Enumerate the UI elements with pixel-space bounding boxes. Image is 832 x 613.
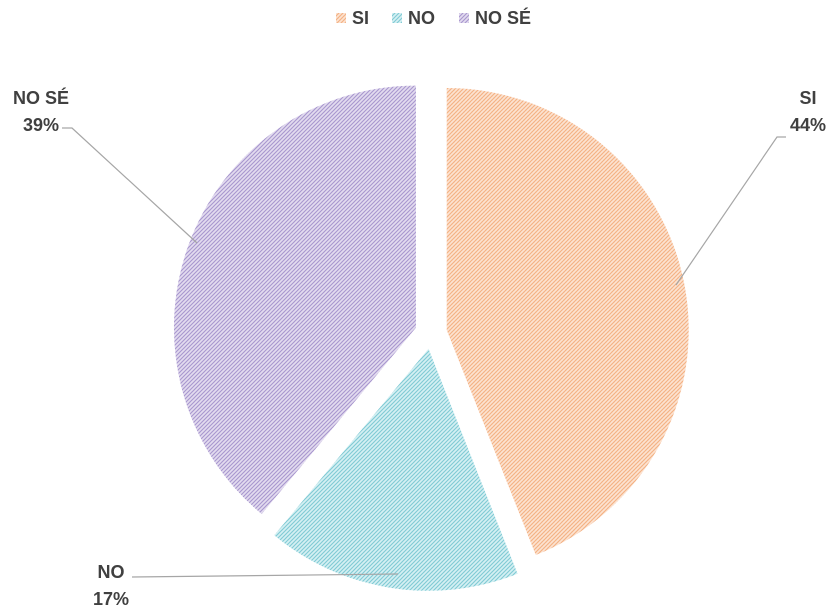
data-label-nose-value: 39% (23, 115, 59, 135)
legend-swatch-nose (459, 13, 469, 23)
data-labels: SI 44% NO 17% NO SÉ 39% (13, 87, 826, 609)
legend-swatch-si (336, 13, 346, 23)
pie-slice-nose[interactable] (173, 85, 416, 515)
legend-label-no: NO (408, 8, 435, 28)
leader-line-si (675, 136, 786, 286)
data-label-si-value: 44% (790, 115, 826, 135)
data-label-nose-name: NO SÉ (13, 87, 69, 108)
legend: SI NO NO SÉ (336, 7, 531, 28)
legend-item-no[interactable]: NO (392, 8, 435, 28)
data-label-no-name: NO (98, 562, 125, 582)
legend-swatch-no (392, 13, 402, 23)
data-label-no-value: 17% (93, 589, 129, 609)
legend-label-si: SI (352, 8, 369, 28)
pie-slice-si[interactable] (446, 88, 689, 556)
legend-item-nose[interactable]: NO SÉ (459, 7, 531, 28)
leader-line-no (131, 573, 399, 578)
legend-label-nose: NO SÉ (475, 7, 531, 28)
leader-lines (62, 127, 786, 578)
pie-slices (173, 85, 689, 591)
leader-line-nose (62, 127, 198, 244)
pie-slice-no[interactable] (274, 348, 518, 591)
data-label-si-name: SI (799, 88, 816, 108)
legend-item-si[interactable]: SI (336, 8, 369, 28)
